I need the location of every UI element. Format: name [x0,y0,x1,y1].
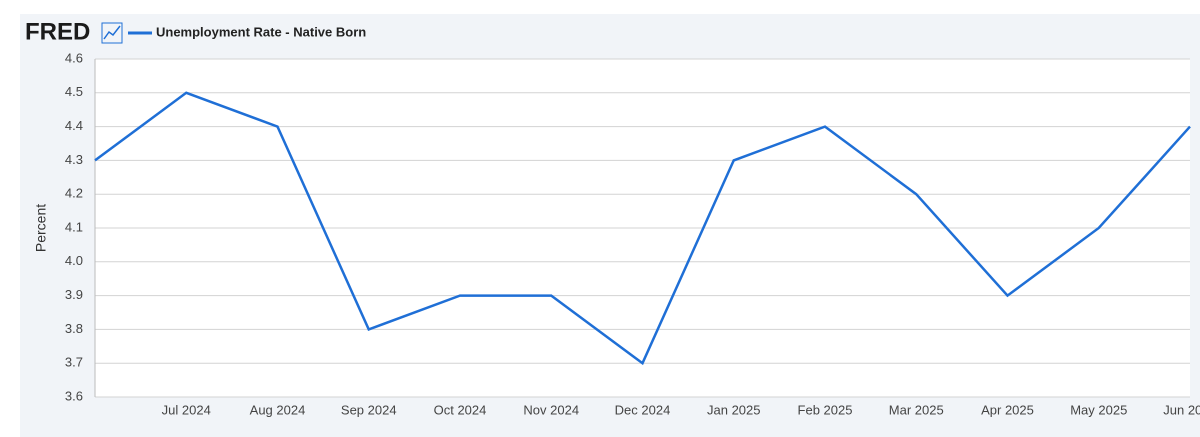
logo-icon [101,22,123,44]
x-tick-label: Mar 2025 [889,402,944,417]
y-tick-label: 4.6 [65,50,83,65]
y-tick-label: 3.6 [65,388,83,403]
y-axis-label: Percent [33,204,49,252]
logo[interactable]: FRED [25,18,90,45]
y-tick-label: 4.5 [65,84,83,99]
x-tick-label: Nov 2024 [523,402,579,417]
y-tick-label: 3.9 [65,287,83,302]
y-tick-label: 4.0 [65,253,83,268]
x-tick-label: Feb 2025 [798,402,853,417]
x-tick-label: Sep 2024 [341,402,397,417]
x-tick-label: Jan 2025 [707,402,761,417]
y-tick-label: 4.4 [65,118,83,133]
x-tick-label: Apr 2025 [981,402,1034,417]
x-tick-label: May 2025 [1070,402,1127,417]
y-tick-label: 3.7 [65,355,83,370]
x-tick-label: Jun 2025 [1163,402,1200,417]
x-tick-label: Oct 2024 [434,402,487,417]
x-tick-label: Dec 2024 [615,402,671,417]
y-tick-label: 4.3 [65,152,83,167]
x-tick-label: Aug 2024 [250,402,306,417]
y-tick-label: 4.1 [65,219,83,234]
y-tick-label: 4.2 [65,186,83,201]
legend-label: Unemployment Rate - Native Born [156,24,366,39]
data-line [94,91,1191,366]
y-tick-label: 3.8 [65,321,83,336]
x-tick-label: Jul 2024 [162,402,211,417]
